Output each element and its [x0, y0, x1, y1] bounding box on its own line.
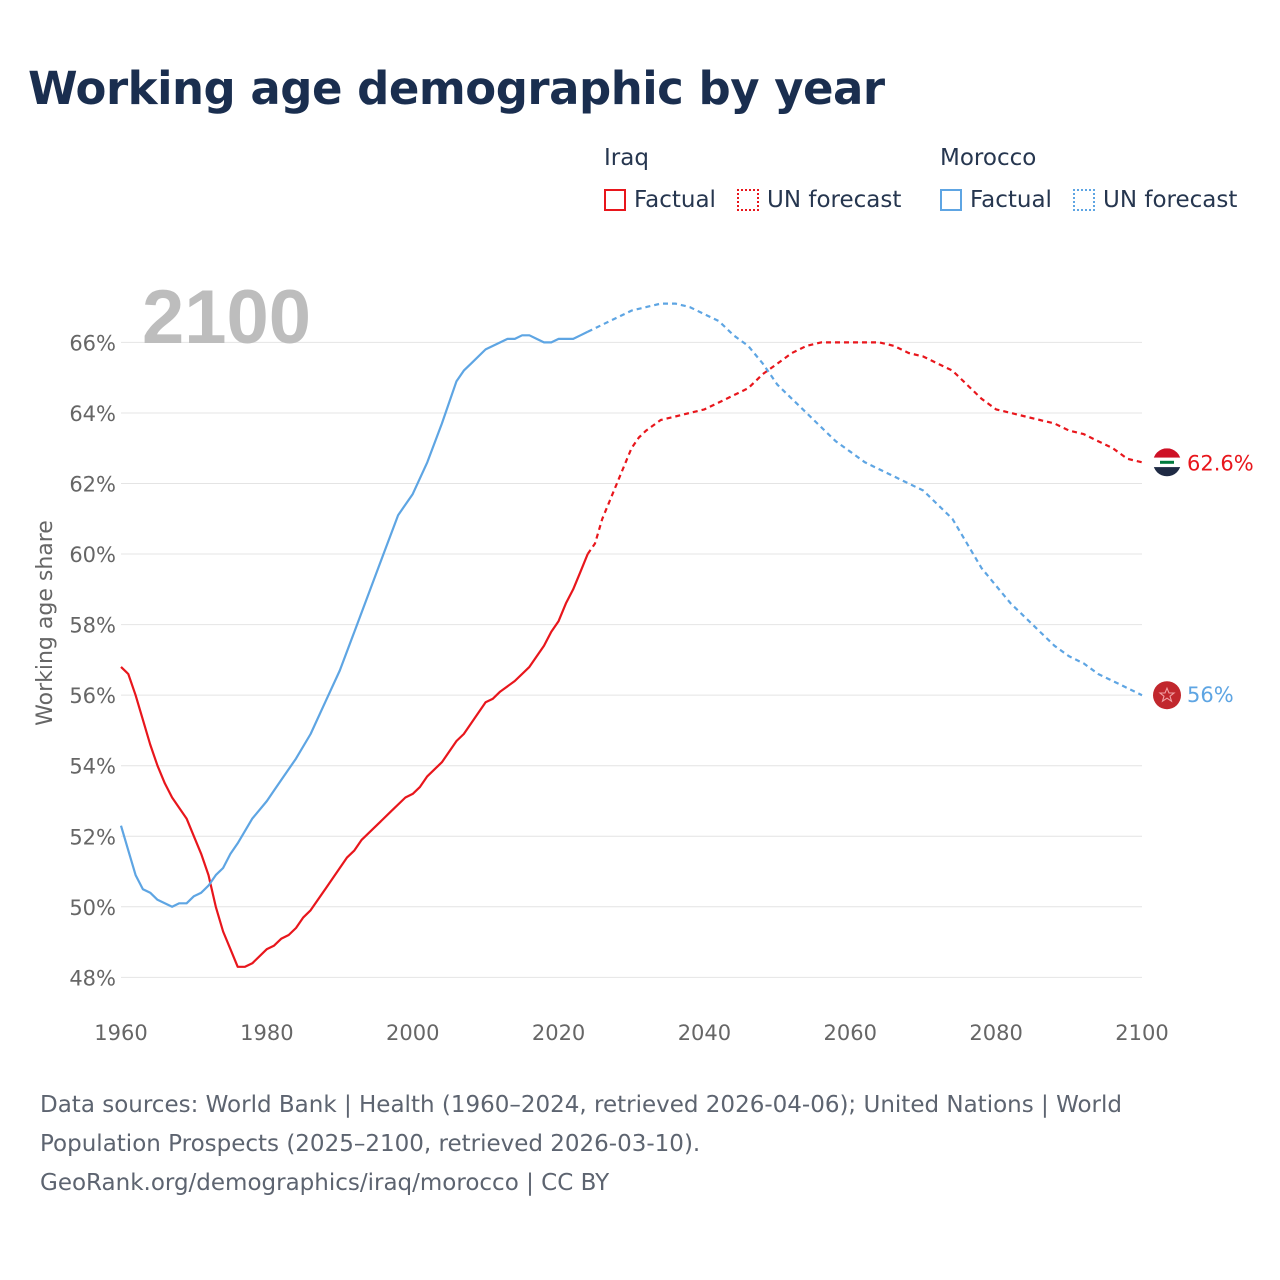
iraq-end-value-label: 62.6%	[1187, 451, 1254, 475]
x-tick-label-1960: 1960	[94, 1021, 147, 1045]
legend-solid-swatch-icon	[940, 189, 962, 211]
x-tick-label-2100: 2100	[1115, 1021, 1168, 1045]
x-axis-ticks: 1960 1980 2000 2020 2040 2060 2080 2100	[94, 1021, 1168, 1045]
series-lines	[119, 302, 1143, 968]
legend-dotted-swatch-icon	[1073, 189, 1095, 211]
line-chart: 2100 48% 50% 52% 54% 56% 58% 60% 62% 64% 66% 1960…	[33, 275, 1254, 1045]
morocco-factual-line	[119, 330, 589, 908]
legend-iraq-factual-label: Factual	[634, 187, 716, 213]
data-sources-note: Data sources: World Bank | Health (1960–…	[40, 1086, 1240, 1203]
y-tick-label-60: 60%	[69, 543, 116, 567]
y-tick-label-56: 56%	[69, 684, 116, 708]
y-tick-label-62: 62%	[69, 472, 116, 496]
x-tick-label-2020: 2020	[532, 1021, 585, 1045]
iraq-factual-line	[120, 553, 589, 968]
legend-morocco-forecast[interactable]: UN forecast	[1073, 187, 1237, 213]
legend-morocco-factual[interactable]: Factual	[940, 187, 1052, 213]
iraq-flag-icon	[1153, 448, 1181, 477]
legend-iraq-label: Iraq	[604, 145, 649, 171]
morocco-end-value-label: 56%	[1187, 683, 1234, 707]
x-tick-label-2040: 2040	[678, 1021, 731, 1045]
morocco-forecast-line	[587, 302, 1143, 697]
iraq-forecast-line	[586, 341, 1143, 555]
y-tick-label-50: 50%	[69, 896, 116, 920]
sources-line-1: Data sources: World Bank | Health (1960–…	[40, 1092, 1122, 1118]
y-tick-label-54: 54%	[69, 755, 116, 779]
sources-line-2: Population Prospects (2025–2100, retriev…	[40, 1131, 701, 1157]
year-watermark: 2100	[142, 275, 311, 360]
legend-morocco-label: Morocco	[940, 145, 1037, 171]
grid-lines	[121, 341, 1142, 978]
y-tick-label-64: 64%	[69, 402, 116, 426]
legend-dotted-swatch-icon	[737, 189, 759, 211]
chart-title: Working age demographic by year	[28, 62, 885, 115]
y-tick-label-52: 52%	[69, 825, 116, 849]
x-tick-label-2080: 2080	[969, 1021, 1022, 1045]
legend-solid-swatch-icon	[604, 189, 626, 211]
y-tick-label-66: 66%	[69, 331, 116, 355]
morocco-flag-icon	[1153, 681, 1181, 710]
x-tick-label-1980: 1980	[240, 1021, 293, 1045]
x-tick-label-2000: 2000	[386, 1021, 439, 1045]
y-tick-label-58: 58%	[69, 614, 116, 638]
y-axis-label: Working age share	[33, 520, 58, 726]
y-tick-label-48: 48%	[69, 966, 116, 990]
legend-iraq-factual[interactable]: Factual	[604, 187, 716, 213]
legend-iraq-forecast-label: UN forecast	[767, 187, 902, 213]
legend-iraq-forecast[interactable]: UN forecast	[737, 187, 901, 213]
y-axis-ticks: 48% 50% 52% 54% 56% 58% 60% 62% 64% 66%	[69, 331, 116, 990]
sources-line-3[interactable]: GeoRank.org/demographics/iraq/morocco | …	[40, 1170, 610, 1196]
legend-morocco-forecast-label: UN forecast	[1103, 187, 1238, 213]
x-tick-label-2060: 2060	[824, 1021, 877, 1045]
legend-morocco-factual-label: Factual	[970, 187, 1052, 213]
